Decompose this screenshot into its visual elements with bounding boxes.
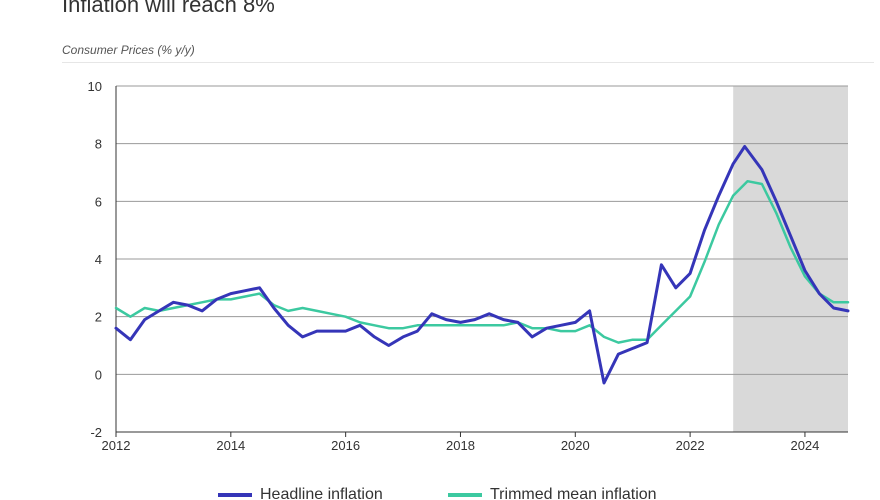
x-tick-label: 2014	[216, 438, 245, 453]
y-tick-label: -2	[90, 425, 102, 440]
y-tick-label: 10	[88, 79, 102, 94]
series-line-headline	[114, 145, 850, 385]
chart-title: Inflation will reach 8%	[62, 0, 275, 17]
y-tick-label: 8	[95, 137, 102, 152]
x-tick-label: 2022	[676, 438, 705, 453]
x-tick-label: 2024	[790, 438, 819, 453]
chart-subtitle: Consumer Prices (% y/y)	[62, 43, 195, 57]
series-line-trimmed-mean	[114, 179, 850, 344]
x-tick-label: 2016	[331, 438, 360, 453]
legend-label-trimmed-mean: Trimmed mean inflation	[490, 486, 657, 500]
y-tick-label: 2	[95, 310, 102, 325]
legend-swatch-trimmed-mean	[448, 493, 482, 497]
chart-legend: Headline inflation Trimmed mean inflatio…	[0, 486, 880, 500]
x-tick-label: 2018	[446, 438, 475, 453]
legend-item-headline: Headline inflation	[218, 486, 383, 500]
line-chart: -2 0 2 4 6 8 10 2012 2014 2016 2018 2020 2022 2024	[88, 79, 850, 453]
legend-label-headline: Headline inflation	[260, 486, 383, 500]
x-tick-label: 2020	[561, 438, 590, 453]
y-tick-label: 4	[95, 252, 102, 267]
legend-swatch-headline	[218, 493, 252, 497]
y-tick-label: 6	[95, 194, 102, 209]
legend-item-trimmed-mean: Trimmed mean inflation	[448, 486, 657, 500]
y-tick-label: 0	[95, 367, 102, 382]
title-divider	[62, 62, 874, 63]
x-tick-label: 2012	[102, 438, 131, 453]
